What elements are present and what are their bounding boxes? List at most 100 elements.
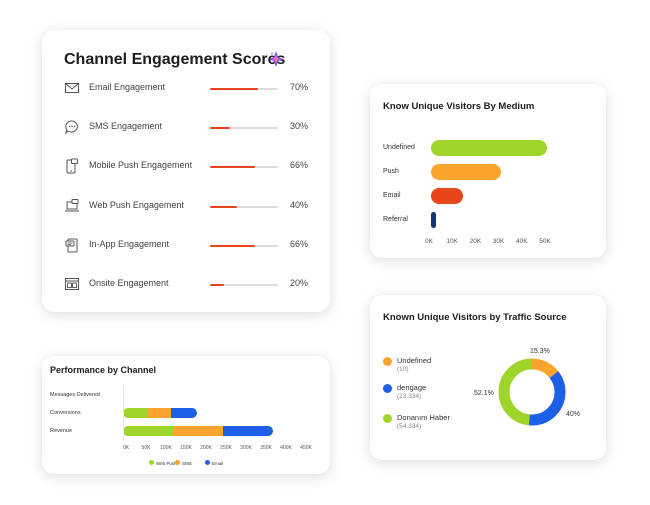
performance-bar-segment	[123, 408, 147, 418]
legend-count: (54.334)	[397, 423, 422, 430]
donut-percent-label: 52.1%	[474, 390, 494, 397]
engagement-row: In-App Engagement 66%	[64, 237, 314, 257]
web-push-icon	[64, 198, 80, 214]
engagement-row: SMS Engagement 30%	[64, 119, 314, 139]
medium-x-tick: 40K	[516, 238, 528, 245]
legend-name: Donanım Haber	[397, 413, 450, 422]
performance-x-tick: 0K	[122, 445, 130, 451]
performance-x-tick: 450K	[300, 445, 312, 451]
engagement-value: 40%	[289, 199, 308, 210]
donut-slice-2	[498, 358, 566, 426]
performance-x-tick: 400K	[280, 445, 292, 451]
engagement-progress-track	[210, 284, 278, 286]
legend-name: Undefined	[397, 356, 432, 365]
engagement-label: Mobile Push Engagement	[89, 160, 193, 171]
medium-x-tick: 0K	[425, 238, 433, 245]
legend-count: (23.334)	[397, 393, 422, 400]
performance-x-tick: 200K	[200, 445, 212, 451]
performance-axis-line	[123, 386, 124, 441]
performance-legend-label: Web Push	[156, 461, 177, 466]
visitors-by-traffic-card: Known Unique Visitors by Traffic Source …	[370, 295, 606, 460]
performance-x-tick: 100K	[160, 445, 172, 451]
engagement-label: Email Engagement	[89, 82, 166, 92]
performance-x-tick: 250K	[220, 445, 232, 451]
engagement-value: 30%	[289, 121, 308, 132]
medium-bar-push	[431, 164, 501, 180]
performance-bar-segment	[171, 408, 197, 418]
in-app-icon	[64, 237, 80, 253]
legend-name: dengage	[397, 383, 427, 392]
engagement-label: In-App Engagement	[89, 238, 170, 249]
engagement-title: Channel Engagement Scores	[64, 51, 286, 68]
medium-bar-referral	[431, 212, 436, 228]
medium-category-label: Push	[383, 168, 399, 175]
engagement-label: SMS Engagement	[89, 121, 163, 132]
medium-x-tick: 20K	[469, 238, 482, 245]
medium-x-tick: 10K	[446, 238, 458, 245]
engagement-progress-fill	[210, 127, 231, 130]
medium-x-tick: 30K	[492, 238, 505, 245]
engagement-progress-fill	[210, 88, 258, 90]
engagement-progress-fill	[210, 166, 255, 169]
performance-category-label: Messages Delivered	[50, 392, 100, 398]
performance-bar-segment	[223, 426, 273, 436]
performance-by-channel-card: Performance by Channel Messages Delivere…	[42, 356, 330, 474]
performance-x-tick: 50K	[141, 445, 151, 451]
medium-category-label: Referral	[383, 216, 408, 223]
mobile-push-icon	[64, 158, 80, 174]
performance-legend-dot	[149, 460, 154, 465]
engagement-progress-track	[210, 205, 278, 208]
medium-category-label: Email	[383, 192, 401, 199]
legend-dot-2	[383, 414, 392, 423]
traffic-chart-title: Known Unique Visitors by Traffic Source	[383, 312, 567, 323]
engagement-row: Email Engagement 70%	[64, 80, 314, 100]
legend-dot-1	[383, 384, 392, 393]
performance-legend-label: Email	[212, 461, 224, 466]
donut-percent-label: 40%	[566, 411, 581, 418]
performance-x-tick: 300K	[240, 445, 252, 451]
performance-title: Performance by Channel	[50, 365, 157, 375]
medium-bar-undefined	[431, 140, 547, 156]
engagement-label: Onsite Engagement	[89, 278, 169, 288]
performance-category-label: Conversions	[50, 410, 81, 416]
engagement-row: Web Push Engagement 40%	[64, 198, 314, 218]
engagement-value: 66%	[289, 160, 308, 171]
performance-x-tick: 350K	[260, 445, 272, 451]
engagement-value: 66%	[289, 238, 308, 249]
engagement-progress-fill	[210, 244, 255, 247]
chat-bubble-icon	[64, 119, 80, 135]
performance-legend-dot	[205, 460, 210, 465]
engagement-value: 70%	[289, 82, 308, 92]
channel-engagement-card: Channel Engagement Scores Email Engageme…	[42, 30, 330, 312]
engagement-row: Onsite Engagement 20%	[64, 276, 314, 296]
medium-chart-title: Know Unique Visitors By Medium	[383, 101, 535, 112]
traffic-donut-chart	[498, 358, 566, 426]
envelope-icon	[64, 80, 80, 96]
performance-bar-segment	[147, 408, 171, 418]
engagement-row: Mobile Push Engagement 66%	[64, 158, 314, 178]
legend-dot-0	[383, 357, 392, 366]
engagement-progress-track	[210, 244, 278, 247]
medium-bar-email	[431, 188, 464, 204]
engagement-progress-fill	[210, 205, 238, 208]
medium-x-tick: 50K	[539, 238, 551, 245]
visitors-by-medium-card: Know Unique Visitors By Medium Undefined…	[370, 84, 606, 258]
engagement-progress-track	[210, 127, 278, 130]
onsite-icon	[64, 276, 80, 292]
legend-count: (10)	[397, 366, 409, 373]
performance-x-tick: 150K	[180, 445, 192, 451]
performance-legend-dot	[175, 460, 180, 465]
engagement-progress-track	[210, 166, 278, 169]
engagement-progress-fill	[210, 284, 224, 286]
performance-bar-segment	[173, 426, 223, 436]
performance-legend-label: SMS	[182, 461, 192, 466]
engagement-value: 20%	[289, 278, 308, 288]
sparkle-icon	[269, 51, 283, 67]
engagement-label: Web Push Engagement	[89, 199, 184, 210]
donut-slice-1	[498, 358, 566, 426]
medium-category-label: Undefined	[383, 144, 415, 151]
donut-percent-label: 15.3%	[530, 348, 550, 355]
performance-category-label: Revenue	[50, 428, 73, 434]
engagement-progress-track	[210, 88, 278, 90]
performance-bar-segment	[123, 426, 173, 436]
